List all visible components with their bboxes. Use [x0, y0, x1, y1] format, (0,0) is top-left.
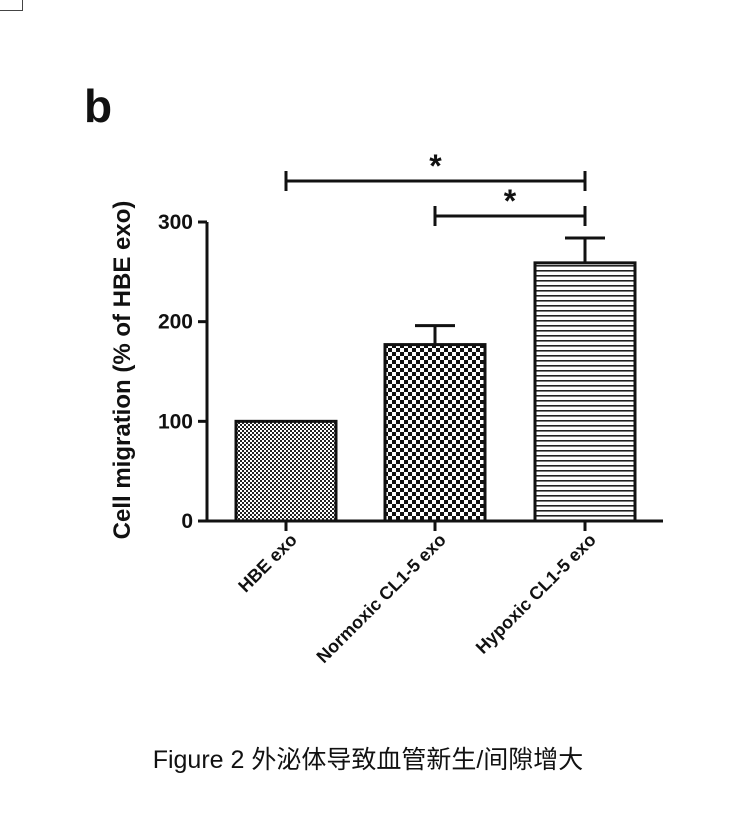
panel-letter: b — [84, 80, 112, 132]
y-tick-label: 300 — [158, 211, 193, 234]
cropped-frame-corner — [0, 0, 23, 11]
significance-star: * — [504, 183, 517, 219]
y-tick-label: 0 — [181, 510, 193, 533]
bar — [234, 419, 338, 523]
error-bars — [415, 236, 605, 345]
significance-brackets: ** — [284, 148, 587, 226]
y-tick-label: 200 — [158, 311, 193, 334]
x-tick-label: Hypoxic CL1-5 exo — [472, 530, 600, 658]
figure-caption: Figure 2 外泌体导致血管新生/间隙增大 — [152, 746, 584, 774]
significance-star: * — [429, 148, 442, 184]
y-tick-label: 100 — [158, 410, 193, 433]
bars — [234, 261, 637, 523]
y-axis-label: Cell migration (% of HBE exo) — [109, 201, 136, 540]
bar — [383, 343, 487, 523]
x-tick-labels: HBE exo Normoxic CL1-5 exo Hypoxic CL1-5 e… — [234, 530, 599, 667]
x-tick-label: Normoxic CL1-5 exo — [313, 530, 450, 667]
bar-chart: b Cell migration (% of HBE exo) 0 100 200 3… — [84, 80, 663, 667]
x-tick-label: HBE exo — [234, 530, 300, 596]
bar — [533, 261, 637, 523]
